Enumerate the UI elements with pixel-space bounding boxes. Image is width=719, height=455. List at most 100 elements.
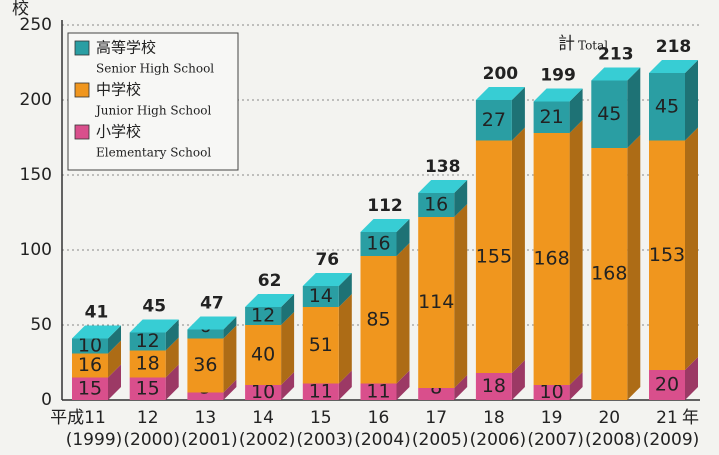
- total-label: 199: [540, 66, 576, 86]
- bar: [129, 332, 166, 351]
- bar-side: [396, 243, 410, 384]
- total-label: 213: [598, 45, 634, 65]
- y-axis-label: 校: [12, 0, 29, 19]
- bar-top: [591, 67, 641, 81]
- x-tick-sublabel: (2000): [123, 430, 180, 450]
- value-label: 15: [136, 377, 160, 399]
- bar-side: [165, 319, 179, 351]
- bar-side: [627, 67, 641, 148]
- bar: [245, 307, 282, 325]
- bar: [649, 370, 685, 400]
- x-tick-sublabel: (2001): [181, 430, 238, 450]
- x-tick-sublabel: (2004): [354, 430, 411, 450]
- value-label: 20: [655, 374, 679, 396]
- bar-side: [338, 273, 352, 307]
- bar: [302, 307, 339, 384]
- x-tick-label: 15: [310, 408, 332, 428]
- total-label: 200: [483, 64, 519, 84]
- bar-side: [685, 60, 698, 141]
- bar-side: [165, 337, 179, 378]
- x-tick-sublabel: (2002): [239, 430, 296, 450]
- x-tick-label: 平成11: [50, 408, 106, 428]
- value-label: 40: [251, 344, 275, 366]
- total-label: 76: [315, 250, 339, 270]
- y-tick-label: 150: [20, 165, 52, 185]
- legend-label: 高等学校: [96, 39, 156, 57]
- x-tick-sublabel: (2006): [470, 430, 527, 450]
- total-label: 41: [85, 303, 109, 323]
- bar-side: [108, 325, 121, 354]
- bar-side: [685, 357, 698, 400]
- bar: [360, 232, 397, 256]
- x-tick-label: 12: [137, 408, 159, 428]
- bar-side: [281, 372, 295, 400]
- bar-side: [511, 87, 525, 141]
- x-tick-label: 18: [483, 408, 505, 428]
- value-label: 45: [597, 103, 621, 125]
- bar: [533, 133, 570, 385]
- bar-side: [454, 180, 468, 217]
- bar: [302, 383, 339, 400]
- bar-side: [338, 294, 352, 384]
- value-label: 11: [309, 380, 333, 402]
- value-label: 168: [533, 248, 569, 270]
- bar-side: [108, 364, 121, 400]
- total-label: 218: [656, 37, 692, 57]
- bar-top: [475, 87, 525, 100]
- bar: [72, 377, 108, 400]
- bar-top: [418, 180, 468, 193]
- value-label: 51: [309, 334, 333, 356]
- value-label: 16: [424, 194, 448, 216]
- x-tick-sublabel: (2007): [527, 430, 584, 450]
- legend-label-en: Junior High School: [94, 104, 212, 118]
- bar: [360, 383, 397, 400]
- bar-side: [223, 325, 237, 393]
- bar-side: [396, 370, 410, 400]
- legend-swatch: [74, 124, 90, 140]
- value-label: 18: [482, 375, 506, 397]
- total-label: 112: [367, 196, 403, 216]
- value-label: 36: [193, 354, 217, 376]
- bar: [129, 350, 166, 378]
- y-tick-label: 0: [41, 390, 52, 410]
- value-label: 10: [78, 335, 102, 357]
- value-label: 15: [78, 377, 102, 399]
- bar: [187, 392, 224, 400]
- bar-top: [245, 294, 295, 307]
- bar-side: [685, 127, 698, 370]
- bar-side: [281, 312, 295, 385]
- legend-label-en: Senior High School: [96, 62, 214, 76]
- bar: [360, 256, 397, 384]
- bar: [418, 193, 455, 217]
- bar: [418, 388, 455, 400]
- bar: [72, 338, 108, 354]
- total-label: 62: [258, 271, 282, 291]
- x-tick-label: 19: [541, 408, 563, 428]
- bar: [187, 338, 224, 393]
- bar: [418, 217, 455, 388]
- bar-side: [454, 375, 468, 400]
- bar-top: [360, 219, 410, 232]
- bar-side: [338, 370, 352, 400]
- value-label: 14: [309, 285, 333, 307]
- value-label: 153: [649, 244, 685, 266]
- x-tick-sublabel: (1999): [66, 430, 123, 450]
- bar-side: [223, 379, 237, 400]
- bar-side: [223, 316, 237, 339]
- bar: [533, 101, 570, 133]
- legend-label: 中学校: [96, 81, 141, 99]
- bar-side: [569, 372, 583, 400]
- x-tick-label: 16: [368, 408, 390, 428]
- y-tick-label: 100: [20, 240, 52, 260]
- bar: [475, 140, 512, 373]
- bar-side: [511, 360, 525, 400]
- legend-label: 小学校: [96, 123, 141, 141]
- bar-top: [72, 325, 121, 339]
- bar-side: [454, 204, 468, 388]
- value-label: 114: [418, 291, 454, 313]
- value-label: 12: [251, 305, 275, 327]
- bar: [187, 329, 224, 339]
- bar-side: [569, 120, 583, 385]
- x-tick-sublabel: (2008): [585, 430, 642, 450]
